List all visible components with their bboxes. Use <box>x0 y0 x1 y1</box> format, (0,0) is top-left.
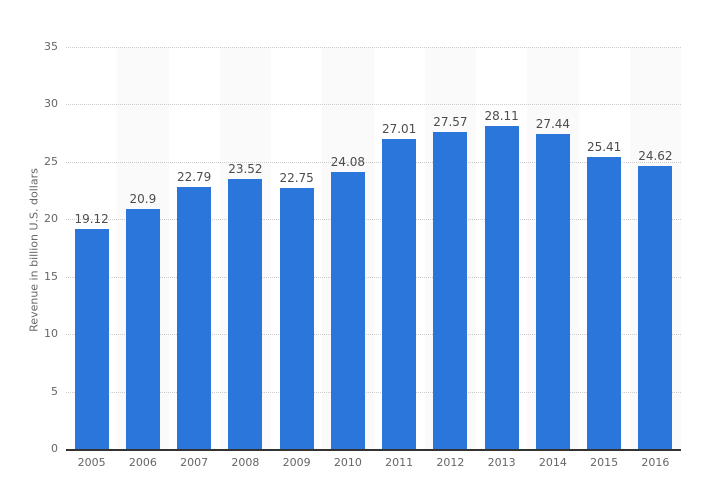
x-tick-label: 2015 <box>590 456 619 469</box>
bar-value-label: 20.9 <box>129 191 157 206</box>
x-tick-label: 2016 <box>641 456 670 469</box>
bar-2011 <box>382 138 417 449</box>
bar-value-label: 27.44 <box>535 116 571 131</box>
bar-2014 <box>535 133 570 449</box>
x-tick-label: 2008 <box>231 456 260 469</box>
gridline <box>66 161 681 163</box>
x-tick-label: 2011 <box>385 456 414 469</box>
bar-value-label: 19.12 <box>74 212 109 227</box>
x-tick-label: 2014 <box>538 456 567 469</box>
bar-2006 <box>125 208 160 449</box>
gridline <box>66 219 681 221</box>
gridline <box>66 391 681 393</box>
gridline <box>66 334 681 336</box>
y-tick-label: 35 <box>44 40 58 53</box>
x-tick-label: 2013 <box>487 456 516 469</box>
y-tick-label: 10 <box>44 327 58 341</box>
x-tick-label: 2012 <box>436 456 465 469</box>
y-tick-label: 15 <box>44 269 58 283</box>
bar-2010 <box>330 172 365 449</box>
x-axis-tick-labels: 2005 2006 2007 2008 2009 2010 2011 2012 2013 2014… <box>66 456 681 472</box>
bar-2007 <box>177 187 212 449</box>
x-tick-label: 2009 <box>282 456 311 469</box>
bar-value-label: 28.11 <box>484 109 519 124</box>
bar-value-label: 27.01 <box>381 121 417 136</box>
y-tick-label: 5 <box>51 384 58 398</box>
y-tick-label: 25 <box>44 154 58 168</box>
gridline <box>66 47 681 48</box>
bar-2015 <box>587 157 622 449</box>
x-axis-line <box>66 449 681 451</box>
x-tick-label: 2005 <box>77 456 106 469</box>
gridline <box>66 104 681 106</box>
gridline <box>66 276 681 278</box>
y-axis-tick-labels: 0 5 10 15 20 25 30 35 <box>0 40 58 455</box>
bar-2008 <box>228 178 263 449</box>
bar-value-label: 22.79 <box>176 170 212 185</box>
x-tick-label: 2010 <box>333 456 362 469</box>
x-tick-label: 2006 <box>128 456 157 469</box>
y-tick-label: 0 <box>51 442 58 455</box>
bar-2016 <box>638 166 673 449</box>
bar-value-label: 23.52 <box>228 161 263 176</box>
bar-value-label: 22.75 <box>279 170 314 185</box>
x-tick-label: 2007 <box>180 456 209 469</box>
bar-2012 <box>433 132 468 449</box>
bar-2005 <box>74 229 109 449</box>
plot-area: 19.12 20.9 22.79 23.52 22.75 24.08 27.01 27.57 2… <box>66 47 681 449</box>
bar-value-label: 25.41 <box>586 140 622 155</box>
y-tick-label: 20 <box>44 212 58 226</box>
bar-value-label: 27.57 <box>433 115 468 130</box>
y-tick-label: 30 <box>44 97 58 111</box>
bar-value-label: 24.62 <box>638 149 673 164</box>
bar-2013 <box>484 126 519 449</box>
bar-value-label: 24.08 <box>330 155 366 170</box>
bar-2009 <box>279 187 314 449</box>
